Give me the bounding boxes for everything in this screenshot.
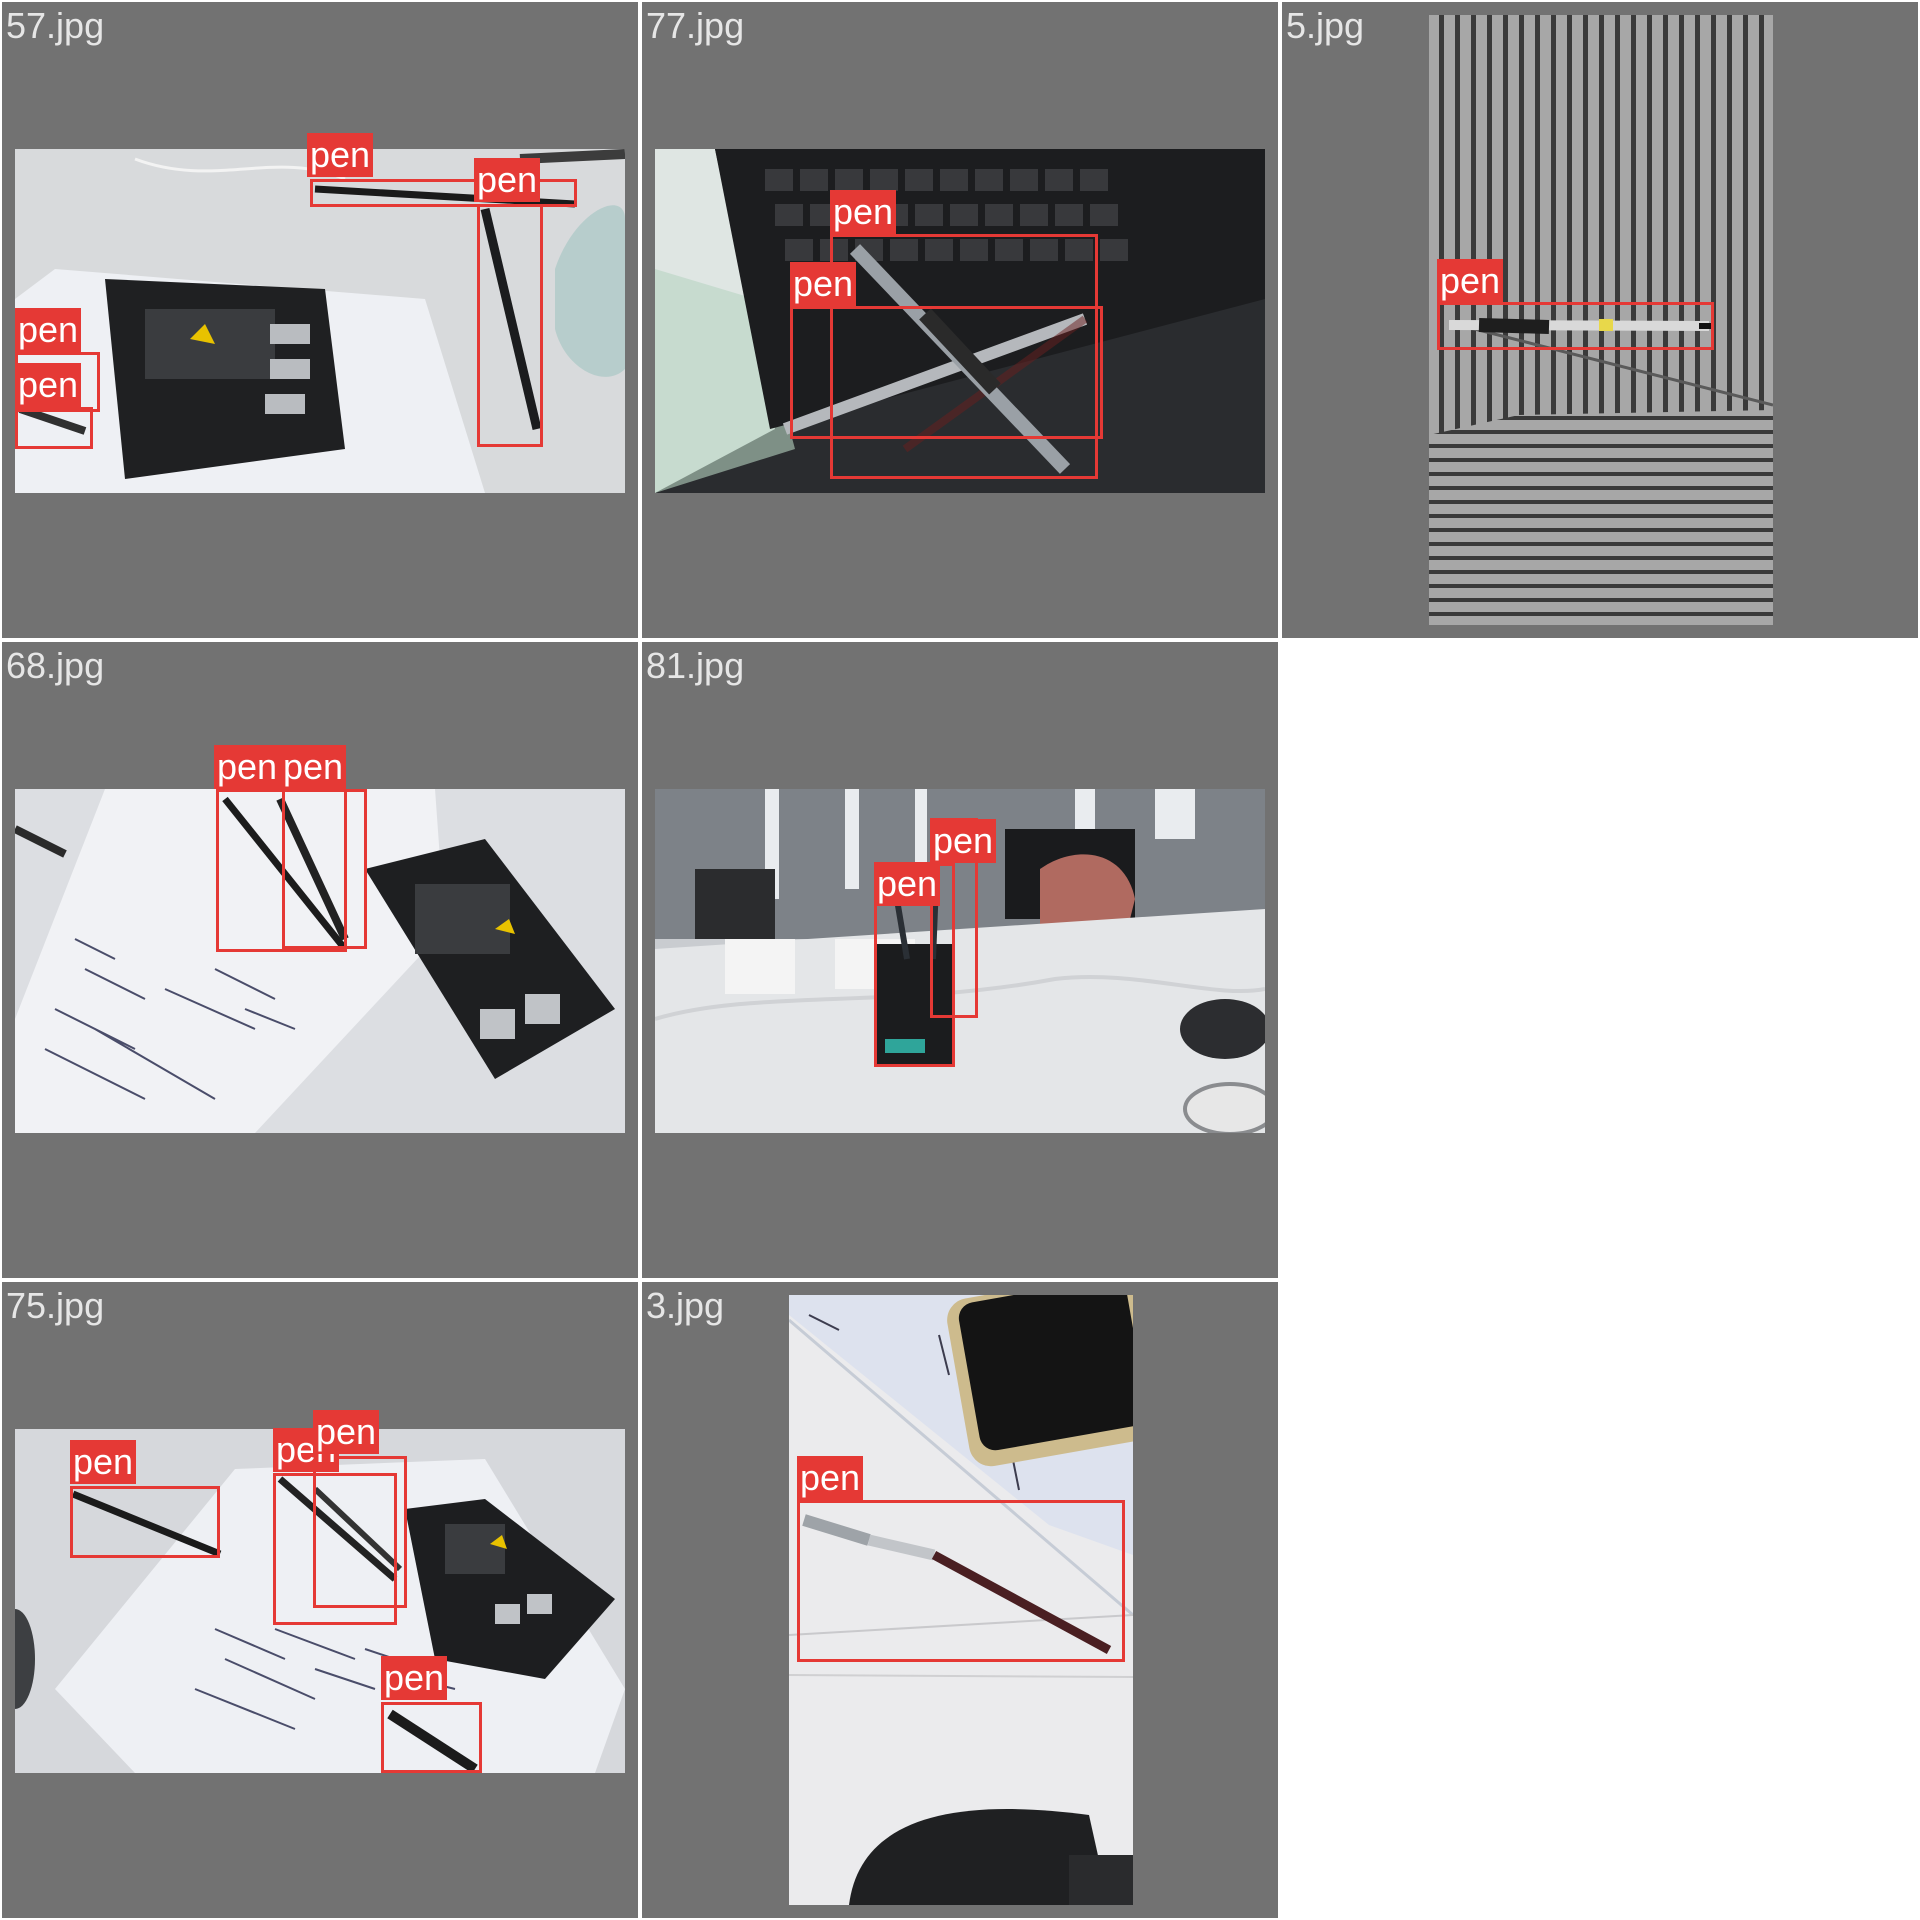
bounding-box: [313, 1456, 407, 1608]
photo-81: [655, 789, 1265, 1133]
bbox-label-pen: pen: [797, 1456, 864, 1500]
keyboard-photo: [655, 149, 1265, 493]
photo-77: [655, 149, 1265, 493]
tile-title: 77.jpg: [646, 5, 745, 46]
tile-title: 5.jpg: [1286, 5, 1365, 46]
bbox-label-pen: pen: [874, 862, 941, 906]
bbox-label-pen: pen: [1437, 259, 1504, 303]
bounding-box: [477, 204, 543, 447]
bbox-label-pen: pen: [15, 363, 82, 407]
photo-5: [1429, 15, 1773, 625]
bbox-label-pen: pen: [307, 133, 374, 177]
photo-75: [15, 1429, 625, 1773]
bbox-label-pen: pen: [930, 819, 997, 863]
tile-title: 57.jpg: [6, 5, 105, 46]
bounding-box: [1437, 302, 1714, 350]
grid-tile-57: 57.jpg pen pen pen pen: [2, 2, 638, 638]
bbox-label-pen: pen: [790, 262, 857, 306]
photo-57: [15, 149, 625, 493]
tile-title: 3.jpg: [646, 1285, 725, 1326]
bbox-label-pen: pen: [70, 1440, 137, 1484]
bounding-box: [70, 1486, 220, 1558]
photo-3: [789, 1295, 1133, 1905]
bbox-label-pen: pen: [280, 745, 347, 789]
bounding-box: [381, 1702, 482, 1773]
grid-tile-77: 77.jpg: [642, 2, 1278, 638]
grid-tile-81: 81.jpg p: [642, 642, 1278, 1278]
bounding-box: [310, 179, 577, 207]
grid-tile-3: 3.jpg pen: [642, 1282, 1278, 1918]
tile-title: 75.jpg: [6, 1285, 105, 1326]
tile-title: 68.jpg: [6, 645, 105, 686]
bounding-box: [790, 306, 1103, 439]
paper-photo: [15, 789, 625, 1133]
bbox-label-pen: pen: [313, 1410, 380, 1454]
bbox-label-pen: pen: [214, 745, 281, 789]
grid-tile-75: 75.jpg pen pen pen pen: [2, 1282, 638, 1918]
photo-68: [15, 789, 625, 1133]
table-photo: [789, 1295, 1133, 1905]
bounding-box: [282, 789, 367, 949]
bbox-label-pen: pen: [474, 158, 541, 202]
bounding-box: [216, 789, 347, 952]
tile-title: 81.jpg: [646, 645, 745, 686]
bounding-box: [830, 234, 1098, 479]
grid-tile-68: 68.jpg pen pen: [2, 642, 638, 1278]
carpet-photo: [1429, 15, 1773, 625]
bbox-label-pen: pen: [15, 308, 82, 352]
office-photo: [655, 789, 1265, 1133]
bbox-label-pen: pen: [830, 190, 897, 234]
bbox-label-pen: pen: [381, 1656, 448, 1700]
bounding-box: [797, 1500, 1125, 1662]
bounding-box: [273, 1473, 397, 1625]
bounding-box: [15, 407, 93, 449]
grid-tile-5: 5.jpg pen: [1282, 2, 1918, 638]
